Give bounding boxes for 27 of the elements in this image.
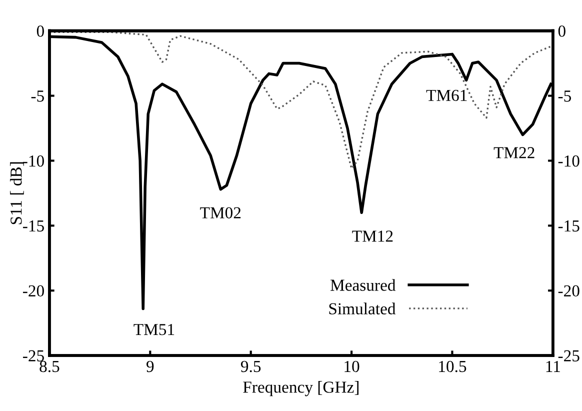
x-axis-title: Frequency [GHz] <box>243 381 358 396</box>
y-tick-label: -20 <box>23 285 44 297</box>
y2-tick-label: -25 <box>558 350 580 362</box>
annotation: TM61 <box>426 90 467 102</box>
y-tick-label: 0 <box>36 26 44 37</box>
x-tick-label: 9.5 <box>240 360 261 372</box>
x-tick-label: 10 <box>344 360 360 372</box>
annotation: TM51 <box>134 324 174 336</box>
y-tick-label: -15 <box>23 220 44 232</box>
y-axis-title: S11 [ dB] <box>10 162 24 224</box>
legend-label: Measured <box>330 279 396 291</box>
y-tick-label: -5 <box>31 90 44 102</box>
annotation: TM02 <box>200 207 241 218</box>
y2-tick-label: -10 <box>558 155 580 167</box>
y-tick-label: -25 <box>23 350 44 362</box>
x-tick-label: 8.5 <box>40 360 60 372</box>
annotation: TM12 <box>352 230 393 242</box>
y2-tick-label: -5 <box>558 90 571 102</box>
y2-tick-label: -20 <box>558 285 580 297</box>
legend-label: Simulated <box>329 302 396 314</box>
y2-tick-label: 0 <box>558 26 566 37</box>
x-tick-label: 11 <box>546 360 560 372</box>
x-tick-label: 9 <box>146 360 154 372</box>
x-tick-label: 10.5 <box>439 360 466 372</box>
y-tick-label: -10 <box>23 155 44 167</box>
annotation: TM22 <box>494 147 534 158</box>
y2-tick-label: -15 <box>558 220 580 232</box>
